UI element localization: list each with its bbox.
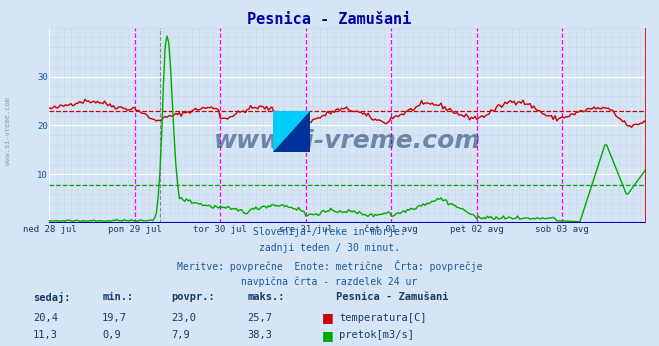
Text: www.si-vreme.com: www.si-vreme.com [214,129,481,153]
Text: 25,7: 25,7 [247,313,272,323]
Text: Slovenija / reke in morje.: Slovenija / reke in morje. [253,227,406,237]
Text: 20,4: 20,4 [33,313,58,323]
Text: 23,0: 23,0 [171,313,196,323]
Text: ■: ■ [322,329,333,342]
Text: 19,7: 19,7 [102,313,127,323]
Text: povpr.:: povpr.: [171,292,215,302]
FancyBboxPatch shape [273,111,310,152]
Text: www.si-vreme.com: www.si-vreme.com [5,98,11,165]
Text: zadnji teden / 30 minut.: zadnji teden / 30 minut. [259,243,400,253]
Text: 7,9: 7,9 [171,330,190,340]
Text: navpična črta - razdelek 24 ur: navpična črta - razdelek 24 ur [241,276,418,287]
Text: 11,3: 11,3 [33,330,58,340]
Text: Meritve: povprečne  Enote: metrične  Črta: povprečje: Meritve: povprečne Enote: metrične Črta:… [177,260,482,272]
Polygon shape [273,111,310,152]
Text: maks.:: maks.: [247,292,285,302]
Text: 0,9: 0,9 [102,330,121,340]
Text: sedaj:: sedaj: [33,292,71,303]
Text: temperatura[C]: temperatura[C] [339,313,427,323]
Text: 38,3: 38,3 [247,330,272,340]
Text: pretok[m3/s]: pretok[m3/s] [339,330,415,340]
Text: Pesnica - Zamušani: Pesnica - Zamušani [336,292,449,302]
Text: ■: ■ [322,311,333,325]
Polygon shape [273,111,310,152]
Text: Pesnica - Zamušani: Pesnica - Zamušani [247,12,412,27]
Text: min.:: min.: [102,292,133,302]
